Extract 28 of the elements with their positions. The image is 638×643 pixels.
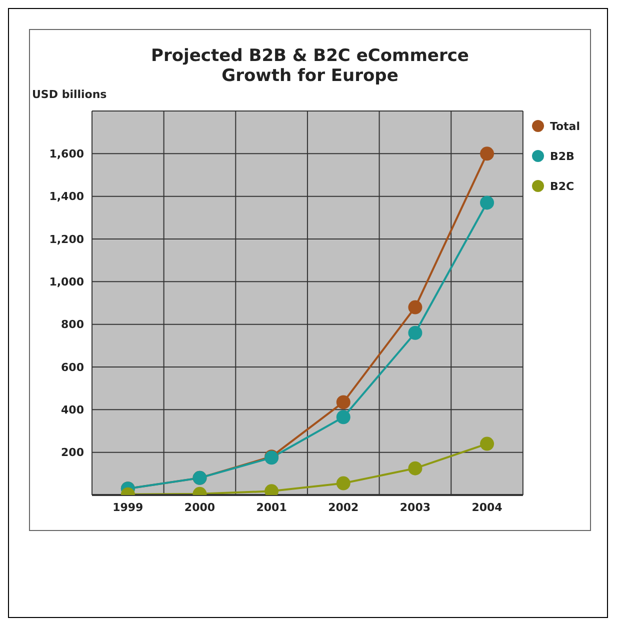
x-tick-label: 1999: [112, 500, 144, 514]
y-tick-label: 1,600: [49, 148, 84, 161]
legend-label: B2B: [550, 150, 574, 162]
point: [480, 436, 494, 451]
y-tick-label: 1,400: [49, 190, 84, 204]
legend-label: Total: [550, 120, 580, 132]
y-tick-label: 200: [61, 446, 84, 460]
x-tick-label: 2003: [400, 500, 431, 514]
y-tick-label: 1,000: [49, 276, 84, 289]
point: [336, 476, 350, 490]
x-tick-label: 2001: [256, 500, 287, 514]
point: [336, 395, 350, 410]
y-axis-title: USD billions: [32, 88, 108, 101]
x-tick-label: 2004: [472, 500, 503, 514]
y-tick-label: 400: [61, 404, 84, 417]
point: [408, 300, 422, 314]
point: [480, 196, 494, 210]
point: [480, 146, 494, 161]
x-tick-label: 2002: [328, 500, 359, 514]
point: [336, 410, 350, 424]
point: [408, 461, 422, 476]
y-tick-label: 1,200: [49, 232, 84, 246]
chart-title: Projected B2B & B2C eCommerce Growth for Europe: [150, 46, 470, 86]
legend-label: B2C: [550, 180, 574, 192]
y-tick-label: 800: [61, 318, 84, 332]
y-tick-label: 600: [61, 360, 84, 374]
x-tick-label: 2000: [184, 500, 216, 514]
point: [408, 326, 422, 340]
